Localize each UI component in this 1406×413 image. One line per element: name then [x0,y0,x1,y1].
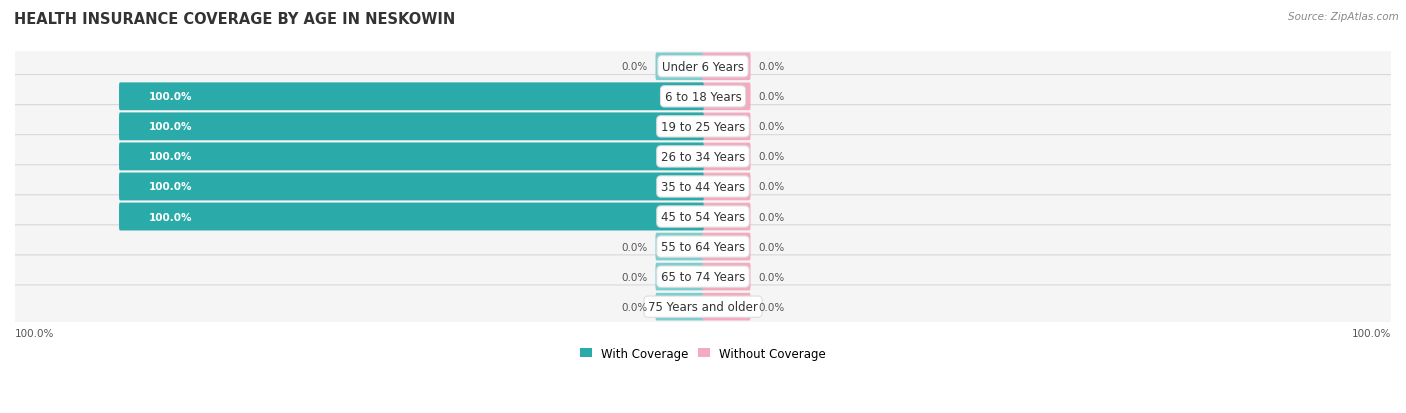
Legend: With Coverage, Without Coverage: With Coverage, Without Coverage [575,342,831,365]
FancyBboxPatch shape [120,143,704,171]
Text: 19 to 25 Years: 19 to 25 Years [661,121,745,133]
Text: 100.0%: 100.0% [1351,328,1391,339]
FancyBboxPatch shape [702,53,751,81]
FancyBboxPatch shape [13,45,1393,89]
FancyBboxPatch shape [702,293,751,321]
Text: 100.0%: 100.0% [149,152,193,162]
Text: 0.0%: 0.0% [758,272,785,282]
FancyBboxPatch shape [702,83,751,111]
FancyBboxPatch shape [120,83,704,111]
Text: 65 to 74 Years: 65 to 74 Years [661,271,745,283]
FancyBboxPatch shape [120,203,704,231]
Text: 100.0%: 100.0% [149,92,193,102]
Text: 45 to 54 Years: 45 to 54 Years [661,211,745,223]
FancyBboxPatch shape [13,285,1393,329]
FancyBboxPatch shape [702,203,751,231]
Text: 6 to 18 Years: 6 to 18 Years [665,90,741,104]
Text: Under 6 Years: Under 6 Years [662,61,744,74]
FancyBboxPatch shape [702,173,751,201]
Text: 0.0%: 0.0% [758,242,785,252]
Text: 100.0%: 100.0% [15,328,55,339]
Text: 0.0%: 0.0% [621,302,648,312]
FancyBboxPatch shape [120,83,704,111]
Text: 0.0%: 0.0% [758,62,785,72]
Text: 100.0%: 100.0% [149,212,193,222]
FancyBboxPatch shape [702,233,751,261]
Text: 35 to 44 Years: 35 to 44 Years [661,180,745,194]
Text: 100.0%: 100.0% [149,182,193,192]
Text: Source: ZipAtlas.com: Source: ZipAtlas.com [1288,12,1399,22]
Text: 0.0%: 0.0% [758,92,785,102]
FancyBboxPatch shape [120,113,704,141]
FancyBboxPatch shape [702,143,751,171]
FancyBboxPatch shape [120,173,704,201]
FancyBboxPatch shape [13,165,1393,209]
FancyBboxPatch shape [655,233,704,261]
FancyBboxPatch shape [120,113,704,141]
FancyBboxPatch shape [13,76,1393,119]
FancyBboxPatch shape [13,105,1393,149]
FancyBboxPatch shape [13,225,1393,269]
FancyBboxPatch shape [655,293,704,321]
FancyBboxPatch shape [702,263,751,291]
Text: HEALTH INSURANCE COVERAGE BY AGE IN NESKOWIN: HEALTH INSURANCE COVERAGE BY AGE IN NESK… [14,12,456,27]
FancyBboxPatch shape [13,195,1393,239]
FancyBboxPatch shape [655,263,704,291]
Text: 55 to 64 Years: 55 to 64 Years [661,240,745,254]
Text: 0.0%: 0.0% [758,152,785,162]
FancyBboxPatch shape [120,173,704,201]
Text: 0.0%: 0.0% [621,62,648,72]
Text: 0.0%: 0.0% [758,182,785,192]
FancyBboxPatch shape [702,113,751,141]
FancyBboxPatch shape [120,203,704,231]
FancyBboxPatch shape [13,135,1393,179]
Text: 0.0%: 0.0% [621,242,648,252]
Text: 75 Years and older: 75 Years and older [648,300,758,313]
Text: 0.0%: 0.0% [621,272,648,282]
FancyBboxPatch shape [120,143,704,171]
FancyBboxPatch shape [655,53,704,81]
Text: 0.0%: 0.0% [758,302,785,312]
Text: 26 to 34 Years: 26 to 34 Years [661,151,745,164]
FancyBboxPatch shape [13,255,1393,299]
Text: 100.0%: 100.0% [149,122,193,132]
Text: 0.0%: 0.0% [758,122,785,132]
Text: 0.0%: 0.0% [758,212,785,222]
